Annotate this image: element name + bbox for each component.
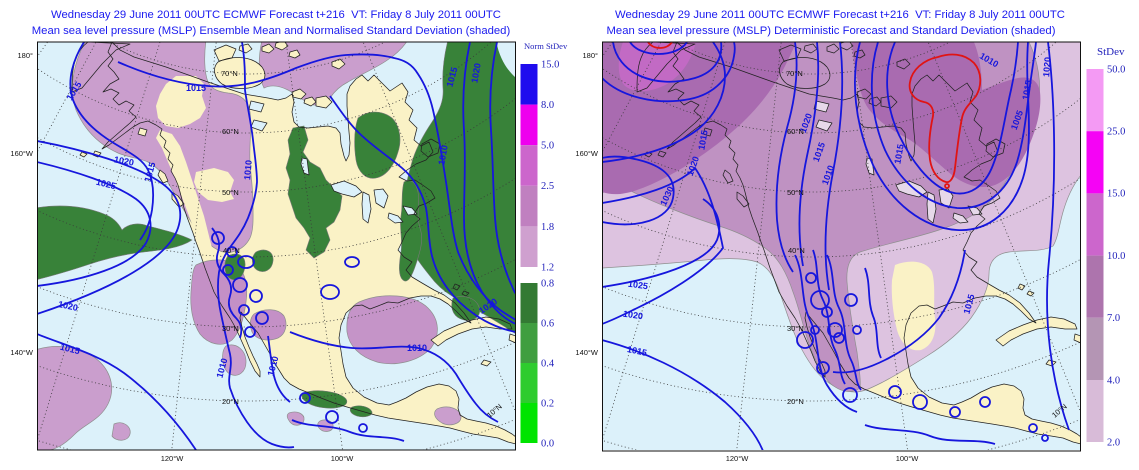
svg-text:1015: 1015 xyxy=(1020,79,1033,100)
svg-text:Mean sea level pressure (MSLP): Mean sea level pressure (MSLP) Ensemble … xyxy=(32,25,511,37)
svg-text:Norm StDev: Norm StDev xyxy=(524,41,568,51)
svg-text:8.0: 8.0 xyxy=(541,100,554,111)
svg-text:20°N: 20°N xyxy=(222,397,239,406)
svg-text:25.0: 25.0 xyxy=(1107,127,1125,138)
svg-text:StDev: StDev xyxy=(1097,46,1125,58)
svg-text:0.2: 0.2 xyxy=(541,399,554,410)
svg-text:7.0: 7.0 xyxy=(1107,313,1120,324)
svg-text:120°W: 120°W xyxy=(161,454,185,463)
svg-text:120°W: 120°W xyxy=(726,454,750,463)
svg-text:70°N: 70°N xyxy=(786,69,803,78)
svg-text:0.0: 0.0 xyxy=(541,439,554,450)
svg-text:50°N: 50°N xyxy=(787,188,804,197)
svg-text:180°: 180° xyxy=(582,51,598,60)
svg-text:1020: 1020 xyxy=(113,154,134,167)
svg-text:Mean sea level pressure (MSLP): Mean sea level pressure (MSLP) Determini… xyxy=(607,25,1056,37)
svg-text:140°W: 140°W xyxy=(575,348,599,357)
svg-text:1020: 1020 xyxy=(57,299,79,313)
svg-text:1010: 1010 xyxy=(407,343,427,353)
svg-text:30°N: 30°N xyxy=(222,324,239,333)
svg-text:160°W: 160°W xyxy=(10,149,34,158)
svg-text:100°W: 100°W xyxy=(896,454,920,463)
svg-text:4.0: 4.0 xyxy=(1107,376,1120,387)
svg-text:15.0: 15.0 xyxy=(1107,189,1125,200)
svg-text:30°N: 30°N xyxy=(787,324,804,333)
svg-text:10.0: 10.0 xyxy=(1107,251,1125,262)
svg-text:1025: 1025 xyxy=(627,279,648,292)
svg-text:1020: 1020 xyxy=(469,62,482,83)
svg-text:1010: 1010 xyxy=(242,160,254,181)
svg-text:40°N: 40°N xyxy=(223,246,240,255)
svg-text:60°N: 60°N xyxy=(222,127,239,136)
svg-text:0.4: 0.4 xyxy=(541,359,555,370)
svg-text:160°W: 160°W xyxy=(575,149,599,158)
svg-text:140°W: 140°W xyxy=(10,348,34,357)
svg-text:1.8: 1.8 xyxy=(541,222,554,233)
svg-text:50°N: 50°N xyxy=(222,188,239,197)
svg-text:Wednesday 29 June 2011 00UTC E: Wednesday 29 June 2011 00UTC ECMWF Forec… xyxy=(615,9,1065,21)
svg-text:100°W: 100°W xyxy=(331,454,355,463)
svg-text:15.0: 15.0 xyxy=(541,60,559,71)
svg-text:0.8: 0.8 xyxy=(541,279,554,290)
svg-text:1015: 1015 xyxy=(892,143,905,164)
svg-text:1015: 1015 xyxy=(626,344,648,358)
svg-text:1025: 1025 xyxy=(95,177,117,192)
svg-text:50.0: 50.0 xyxy=(1107,65,1125,76)
svg-text:1015: 1015 xyxy=(696,129,709,150)
svg-text:5.0: 5.0 xyxy=(541,141,554,152)
svg-text:1015: 1015 xyxy=(186,83,206,93)
svg-text:70°N: 70°N xyxy=(221,69,238,78)
svg-text:1015: 1015 xyxy=(59,342,81,357)
svg-text:Wednesday 29 June 2011 00UTC E: Wednesday 29 June 2011 00UTC ECMWF Forec… xyxy=(51,9,501,21)
svg-text:60°N: 60°N xyxy=(787,127,804,136)
svg-text:1020: 1020 xyxy=(1041,57,1053,78)
svg-text:180°: 180° xyxy=(17,51,33,60)
svg-text:1.2: 1.2 xyxy=(541,263,554,274)
svg-text:1010: 1010 xyxy=(436,144,449,165)
svg-text:40°N: 40°N xyxy=(788,246,805,255)
svg-text:1020: 1020 xyxy=(622,309,643,322)
svg-text:0.6: 0.6 xyxy=(541,319,554,330)
svg-text:20°N: 20°N xyxy=(787,397,804,406)
svg-text:2.5: 2.5 xyxy=(541,181,554,192)
svg-text:2.0: 2.0 xyxy=(1107,438,1120,449)
